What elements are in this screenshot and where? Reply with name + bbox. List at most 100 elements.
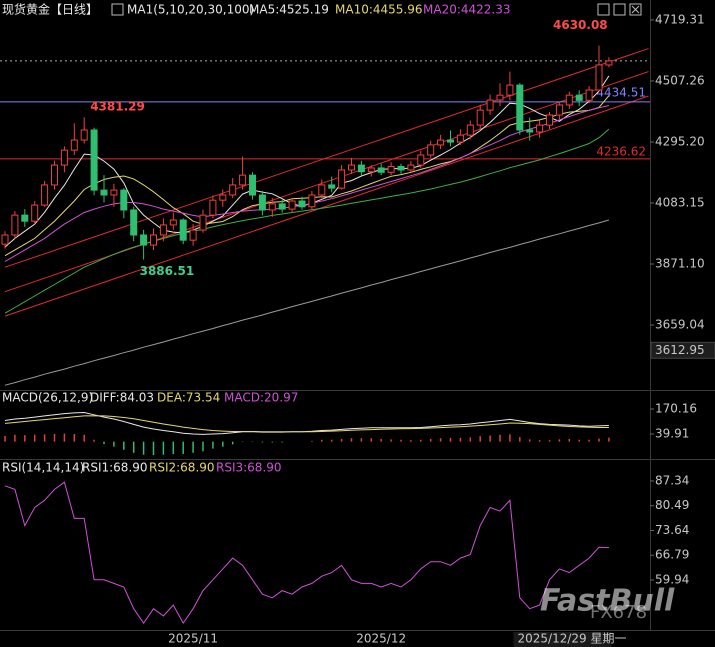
- ma-line: [4, 105, 610, 262]
- candle-body: [516, 84, 524, 131]
- candle-body: [1, 234, 9, 245]
- candle-body: [466, 124, 474, 136]
- candle-body: [229, 184, 237, 196]
- candle-body: [288, 200, 296, 210]
- candle-body: [100, 189, 108, 196]
- candle-body: [298, 200, 306, 208]
- candle-body: [565, 94, 573, 106]
- legend-entry: MA10:4455.96: [335, 3, 423, 17]
- x-tick-label: 2025/11: [168, 632, 218, 646]
- candle-body: [397, 166, 405, 171]
- y-tick-label: 59.94: [655, 572, 689, 586]
- candle-body: [536, 124, 544, 133]
- candle-body: [407, 164, 415, 171]
- candle-body: [585, 89, 593, 101]
- candle-body: [526, 129, 534, 133]
- candle-body: [496, 94, 504, 101]
- candle-body: [476, 109, 484, 126]
- indicator-name: MA1(5,10,20,30,100): [127, 3, 254, 17]
- y-tick-label: 87.34: [655, 473, 689, 487]
- price-panel: 4434.51 4236.62 4630.08 4381.29 3886.51: [0, 18, 650, 386]
- ma-line: [4, 95, 610, 257]
- legend-entry: MA5:4525.19: [249, 3, 329, 17]
- legend-entry: RSI2:68.90: [149, 461, 215, 475]
- candle-body: [51, 164, 58, 186]
- y-tick-label: 66.79: [655, 548, 689, 562]
- legend-entry: DIFF:84.03: [90, 391, 154, 405]
- legend-entry: RSI3:68.90: [216, 461, 282, 475]
- candle-body: [417, 154, 425, 166]
- ma-line: [4, 128, 610, 314]
- candle-body: [150, 234, 157, 246]
- candle-body: [308, 194, 316, 208]
- x-tick-label: 2025/12: [356, 632, 406, 646]
- candle-body: [328, 184, 336, 189]
- trend-line: [4, 95, 649, 317]
- legend-entry: DEA:73.54: [157, 391, 220, 405]
- legend-entry: MA20:4422.33: [423, 3, 511, 17]
- candle-body: [120, 189, 128, 211]
- candle-body: [219, 194, 227, 201]
- candle-body: [377, 167, 385, 173]
- y-tick-label: 4083.15: [655, 196, 705, 210]
- candle-body: [268, 203, 276, 211]
- price-box: [650, 341, 715, 359]
- candle-body: [239, 174, 247, 186]
- y-tick-label: 4719.31: [655, 12, 705, 26]
- macd-line: [4, 415, 609, 433]
- candle-body: [11, 214, 19, 236]
- y-tick-label: 170.16: [655, 401, 697, 415]
- candle-body: [21, 214, 29, 222]
- candle-body: [41, 184, 49, 206]
- price-annotation: 4381.29: [90, 100, 145, 114]
- candle-body: [357, 164, 365, 173]
- price-box-label: 3612.95: [655, 343, 705, 357]
- candle-body: [189, 229, 197, 241]
- close-icon-cross: [631, 5, 640, 14]
- candle-body: [595, 64, 603, 91]
- rsi-line: [4, 481, 609, 625]
- candle-body: [555, 104, 563, 116]
- candle-body: [486, 99, 494, 111]
- candle-body: [140, 234, 148, 246]
- indicator-icon[interactable]: [111, 3, 124, 16]
- layout-icon[interactable]: [613, 3, 626, 16]
- candle-body: [80, 129, 88, 141]
- candle-body: [31, 204, 39, 222]
- x-tick-label: 2025/12/29 星期一: [518, 632, 627, 646]
- legend-entry: MACD:20.97: [224, 391, 298, 405]
- legend-entry: RSI1:68.90: [82, 461, 148, 475]
- price-annotation: 4630.08: [553, 18, 608, 32]
- candle-body: [258, 194, 266, 211]
- candle-body: [209, 199, 217, 216]
- toolbar-icons: [111, 3, 642, 16]
- rsi-title: RSI(14,14,14): [2, 461, 84, 475]
- rsi-panel: [4, 481, 609, 625]
- candle-body: [249, 174, 256, 196]
- candle-body: [605, 60, 613, 66]
- candle-body: [387, 166, 395, 173]
- candle-body: [338, 169, 346, 189]
- level-label: 4236.62: [596, 144, 646, 158]
- candle-body: [427, 144, 435, 156]
- chart-title: 现货黄金【日线】: [2, 2, 98, 17]
- watermark-site: FX678: [590, 602, 647, 623]
- watermark-brand: FastBull: [540, 584, 675, 619]
- candle-body: [199, 214, 207, 231]
- ma-line: [4, 219, 610, 386]
- macd-panel: [4, 411, 610, 456]
- candle-body: [278, 203, 286, 210]
- candle-body: [506, 84, 514, 96]
- candle-body: [169, 219, 177, 226]
- y-tick-label: 80.49: [655, 498, 689, 512]
- close-icon[interactable]: [629, 3, 642, 16]
- candle-body: [447, 139, 454, 143]
- candle-body: [110, 189, 118, 196]
- level-label: 4434.51: [596, 85, 646, 99]
- candle-body: [348, 164, 355, 171]
- candle-body: [437, 139, 445, 146]
- candle-body: [318, 184, 326, 196]
- settings-icon[interactable]: [597, 3, 610, 16]
